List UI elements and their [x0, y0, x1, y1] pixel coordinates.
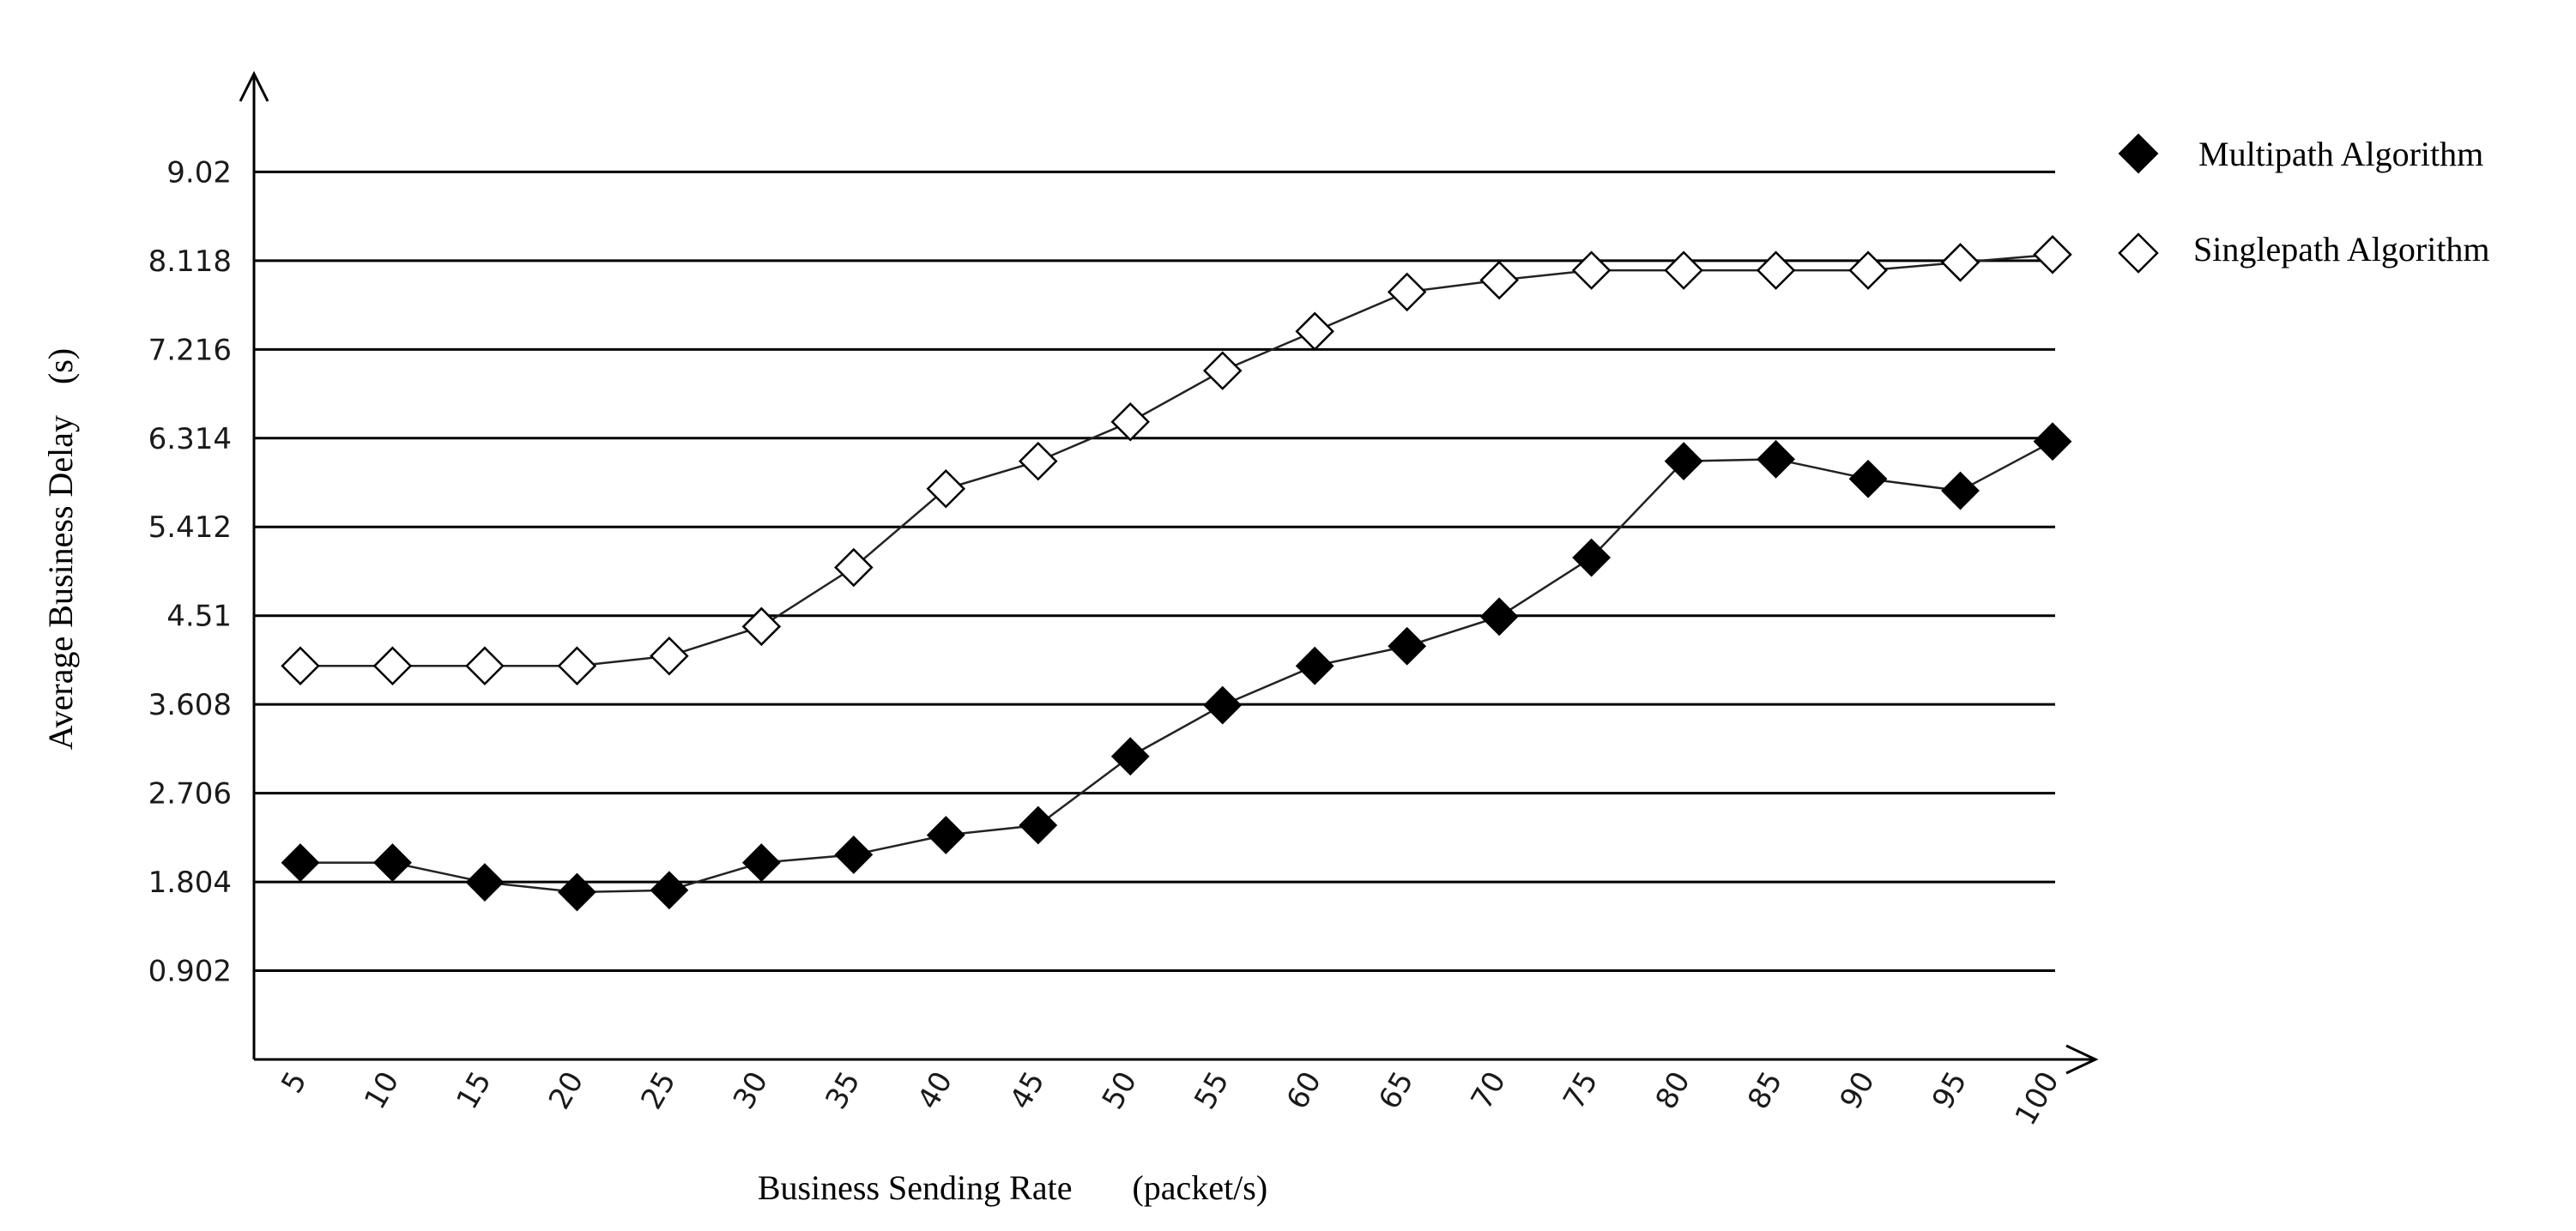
- x-tick-label: 35: [819, 1066, 867, 1115]
- y-tick-label: 5.412: [148, 510, 232, 545]
- data-series: [281, 234, 2072, 912]
- data-point: [372, 646, 413, 685]
- svg-text:Business Sending Rate(packet/s: Business Sending Rate (packet/s): [758, 1168, 1267, 1207]
- y-tick-label: 0.902: [148, 955, 232, 989]
- data-point: [1295, 311, 1334, 351]
- x-tick-label: 85: [1741, 1066, 1789, 1115]
- x-axis-title-text: Business Sending Rate: [758, 1168, 1073, 1207]
- data-point: [1572, 538, 1612, 577]
- x-tick-label: 70: [1465, 1066, 1513, 1115]
- data-point: [1940, 243, 1980, 282]
- legend-label-multipath: Multipath Algorithm: [2198, 135, 2483, 173]
- y-axis-arrow: [239, 70, 269, 102]
- x-tick-label: 55: [1188, 1066, 1236, 1115]
- data-point: [1941, 471, 1980, 510]
- data-point: [1664, 442, 1703, 481]
- y-tick-label: 6.314: [148, 422, 232, 456]
- x-tick-label: 30: [727, 1066, 775, 1115]
- data-point: [1110, 737, 1150, 776]
- y-tick-label: 3.608: [148, 688, 232, 722]
- data-point: [926, 468, 966, 509]
- y-tick-label: 4.51: [166, 600, 232, 634]
- y-tick-label: 2.706: [148, 777, 232, 812]
- data-point: [834, 836, 874, 874]
- legend: Multipath Algorithm Singlepath Algorithm: [2118, 133, 2490, 274]
- data-point: [1571, 250, 1612, 290]
- x-tick-label: 65: [1372, 1066, 1420, 1115]
- x-tick-label: 50: [1096, 1066, 1144, 1115]
- data-point: [557, 646, 597, 685]
- data-point: [834, 547, 874, 588]
- axes: [239, 70, 2099, 1075]
- data-point: [1110, 401, 1151, 442]
- y-axis-title-text: Average Business Delay: [41, 415, 80, 750]
- data-point: [1848, 250, 1888, 290]
- data-point: [1664, 250, 1703, 290]
- data-point: [1479, 597, 1519, 637]
- y-tick-label: 1.804: [148, 866, 232, 900]
- data-point: [1202, 351, 1243, 390]
- x-tick-label: 100: [2009, 1066, 2066, 1131]
- data-point: [281, 843, 320, 883]
- x-tick-label: 60: [1280, 1066, 1328, 1115]
- x-tick-label: 90: [1834, 1066, 1882, 1115]
- y-axis-unit: (s): [41, 348, 80, 384]
- legend-marker-singlepath: [2118, 232, 2159, 274]
- data-point: [1019, 806, 1058, 845]
- data-point: [1756, 250, 1796, 290]
- data-point: [1757, 439, 1795, 479]
- series-singlepath: [281, 234, 2072, 685]
- data-point: [465, 646, 505, 685]
- x-axis-arrow: [2065, 1044, 2099, 1075]
- legend-marker-multipath: [2118, 133, 2159, 174]
- data-point: [1295, 646, 1334, 685]
- data-point: [373, 843, 412, 883]
- y-tick-label: 7.216: [148, 333, 232, 367]
- data-point: [1479, 260, 1519, 300]
- x-tick-label: 5: [275, 1066, 313, 1100]
- data-point: [741, 843, 781, 883]
- x-tick-label: 80: [1649, 1066, 1697, 1115]
- data-point: [558, 872, 596, 912]
- x-tick-label: 75: [1557, 1066, 1605, 1115]
- legend-label-singlepath: Singlepath Algorithm: [2193, 230, 2490, 269]
- y-tick-label: 9.02: [166, 155, 232, 190]
- x-tick-label: 25: [634, 1066, 682, 1115]
- data-point: [650, 636, 689, 676]
- svg-text:Average Business Delay(s): Average Business Delay (s): [41, 348, 80, 750]
- x-tick-label: 45: [1003, 1066, 1051, 1115]
- gridlines: [254, 170, 2055, 973]
- data-point: [1203, 685, 1243, 725]
- x-axis-unit: (packet/s): [1132, 1168, 1267, 1207]
- y-axis-title: Average Business Delay (s): [41, 348, 80, 750]
- x-tick-label: 10: [358, 1066, 406, 1115]
- x-tick-label: 15: [450, 1066, 498, 1115]
- data-point: [650, 871, 689, 910]
- x-axis-tick-labels: 5 10 15 20 25 30 35 40 45 50 55 60 65 70 75 80 85 90 95 100: [275, 1066, 2065, 1131]
- x-tick-label: 20: [542, 1066, 590, 1115]
- y-axis-tick-labels: 0.902 1.804 2.706 3.608 4.51 5.412 6.314 7.216 8…: [148, 155, 232, 988]
- data-point: [1848, 459, 1888, 498]
- y-tick-label: 8.118: [148, 244, 232, 279]
- data-point: [281, 646, 320, 685]
- data-point: [926, 816, 965, 854]
- data-point: [2033, 422, 2072, 462]
- data-point: [2033, 234, 2072, 275]
- data-point: [1388, 626, 1427, 666]
- x-tick-label: 95: [1926, 1066, 1974, 1115]
- data-point: [741, 606, 782, 647]
- x-tick-label: 40: [911, 1066, 959, 1115]
- data-point: [1019, 441, 1058, 481]
- data-point: [465, 863, 505, 902]
- data-point: [1387, 272, 1427, 312]
- series-multipath: [281, 422, 2072, 912]
